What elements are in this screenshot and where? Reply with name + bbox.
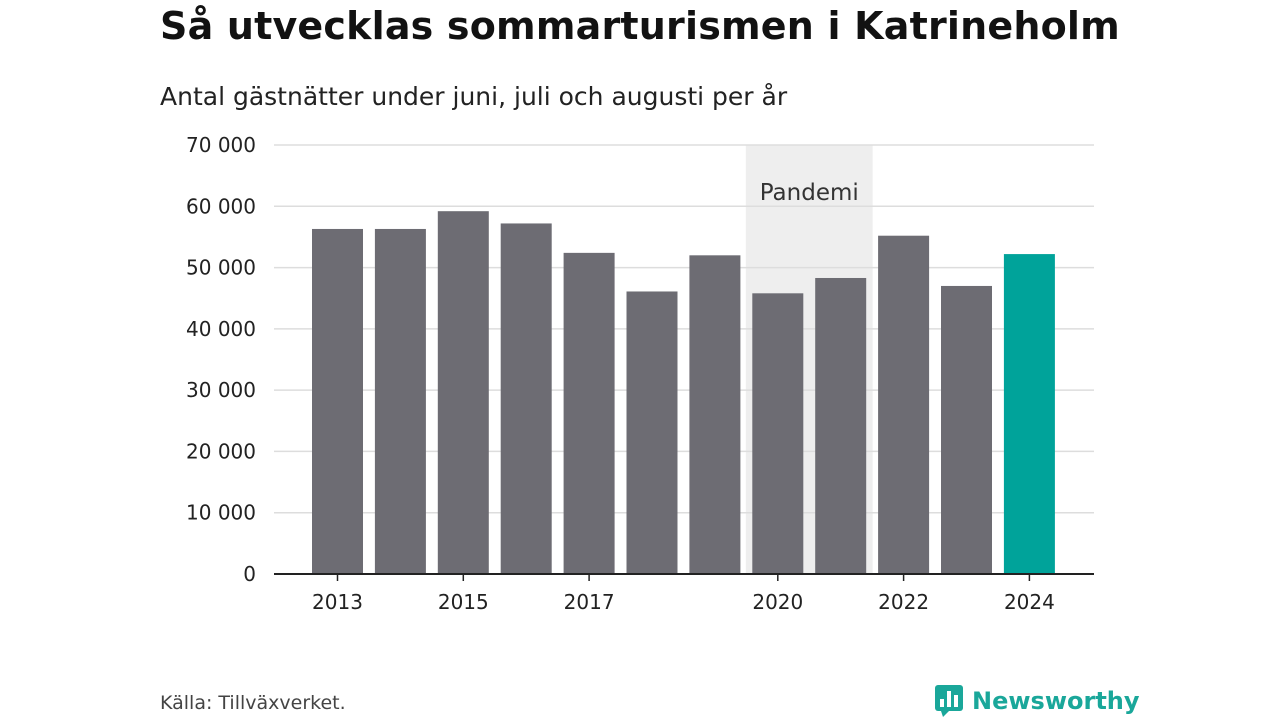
- x-tick-label: 2017: [564, 590, 615, 614]
- x-tick-label: 2024: [1004, 590, 1055, 614]
- x-tick-label: 2015: [438, 590, 489, 614]
- brand-name: Newsworthy: [972, 687, 1140, 715]
- bar: [1003, 254, 1055, 575]
- bar: [374, 228, 426, 574]
- x-tick-label: 2020: [752, 590, 803, 614]
- bar: [626, 291, 678, 574]
- bar: [815, 277, 867, 574]
- bar: [752, 293, 804, 574]
- y-tick-label: 10 000: [186, 501, 256, 525]
- chart-title: Så utvecklas sommarturismen i Katrinehol…: [160, 4, 1120, 48]
- y-tick-label: 40 000: [186, 317, 256, 341]
- y-tick-label: 70 000: [186, 133, 256, 157]
- x-tick-label: 2022: [878, 590, 929, 614]
- bar-chart: Pandemi 0 10 000 20 000 30 000 40 000 50 000 60…: [186, 133, 1094, 614]
- y-tick-label: 60 000: [186, 194, 256, 218]
- y-tick-label: 50 000: [186, 256, 256, 280]
- bar: [312, 228, 363, 574]
- bar: [689, 255, 741, 575]
- pandemic-label: Pandemi: [760, 180, 859, 206]
- bar: [563, 252, 615, 574]
- bar: [941, 285, 992, 574]
- brand-logo: Newsworthy: [934, 684, 1140, 718]
- newsworthy-logo-icon: [935, 685, 963, 717]
- chart-subtitle: Antal gästnätter under juni, juli och au…: [160, 82, 788, 111]
- bar: [878, 235, 930, 574]
- y-tick-label: 0: [243, 562, 256, 586]
- bar: [500, 223, 552, 574]
- y-tick-label: 30 000: [186, 378, 256, 402]
- source-note: Källa: Tillväxverket.: [160, 692, 346, 714]
- y-tick-label: 20 000: [186, 439, 256, 463]
- bar: [437, 211, 489, 574]
- x-tick-label: 2013: [312, 590, 363, 614]
